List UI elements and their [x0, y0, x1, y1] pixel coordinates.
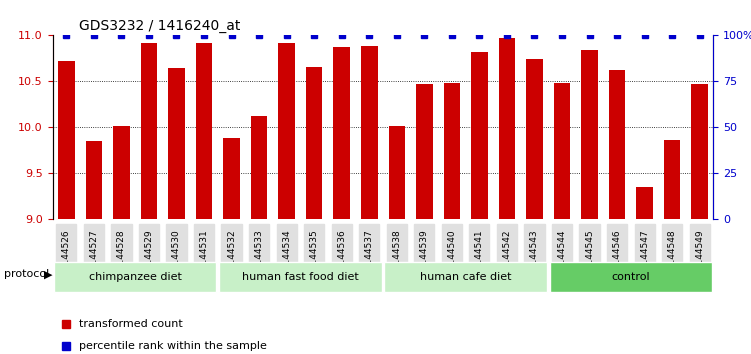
Bar — [279, 43, 295, 354]
Bar — [306, 67, 322, 354]
Text: percentile rank within the sample: percentile rank within the sample — [79, 341, 267, 350]
Bar — [581, 50, 598, 354]
Text: ▶: ▶ — [44, 269, 52, 279]
Bar — [636, 187, 653, 354]
Bar — [609, 70, 626, 354]
FancyBboxPatch shape — [550, 262, 712, 292]
FancyBboxPatch shape — [219, 262, 382, 292]
Bar — [140, 43, 157, 354]
Bar — [388, 126, 405, 354]
Bar — [553, 83, 570, 354]
Bar — [444, 83, 460, 354]
Bar — [86, 141, 102, 354]
Bar — [499, 38, 515, 354]
Text: chimpanzee diet: chimpanzee diet — [89, 272, 182, 282]
Bar — [58, 61, 74, 354]
Text: human fast food diet: human fast food diet — [242, 272, 359, 282]
Bar — [251, 116, 267, 354]
FancyBboxPatch shape — [54, 262, 216, 292]
Bar — [526, 59, 543, 354]
Bar — [692, 84, 708, 354]
Text: human cafe diet: human cafe diet — [420, 272, 511, 282]
Bar — [471, 52, 487, 354]
Text: control: control — [611, 272, 650, 282]
Bar — [168, 68, 185, 354]
Bar — [416, 84, 433, 354]
Bar — [664, 140, 680, 354]
Bar — [361, 46, 378, 354]
Bar — [196, 43, 213, 354]
Bar — [333, 47, 350, 354]
FancyBboxPatch shape — [385, 262, 547, 292]
Text: GDS3232 / 1416240_at: GDS3232 / 1416240_at — [79, 19, 240, 33]
Text: transformed count: transformed count — [79, 319, 182, 329]
Text: protocol: protocol — [4, 269, 49, 279]
Bar — [113, 126, 130, 354]
Bar — [223, 138, 240, 354]
